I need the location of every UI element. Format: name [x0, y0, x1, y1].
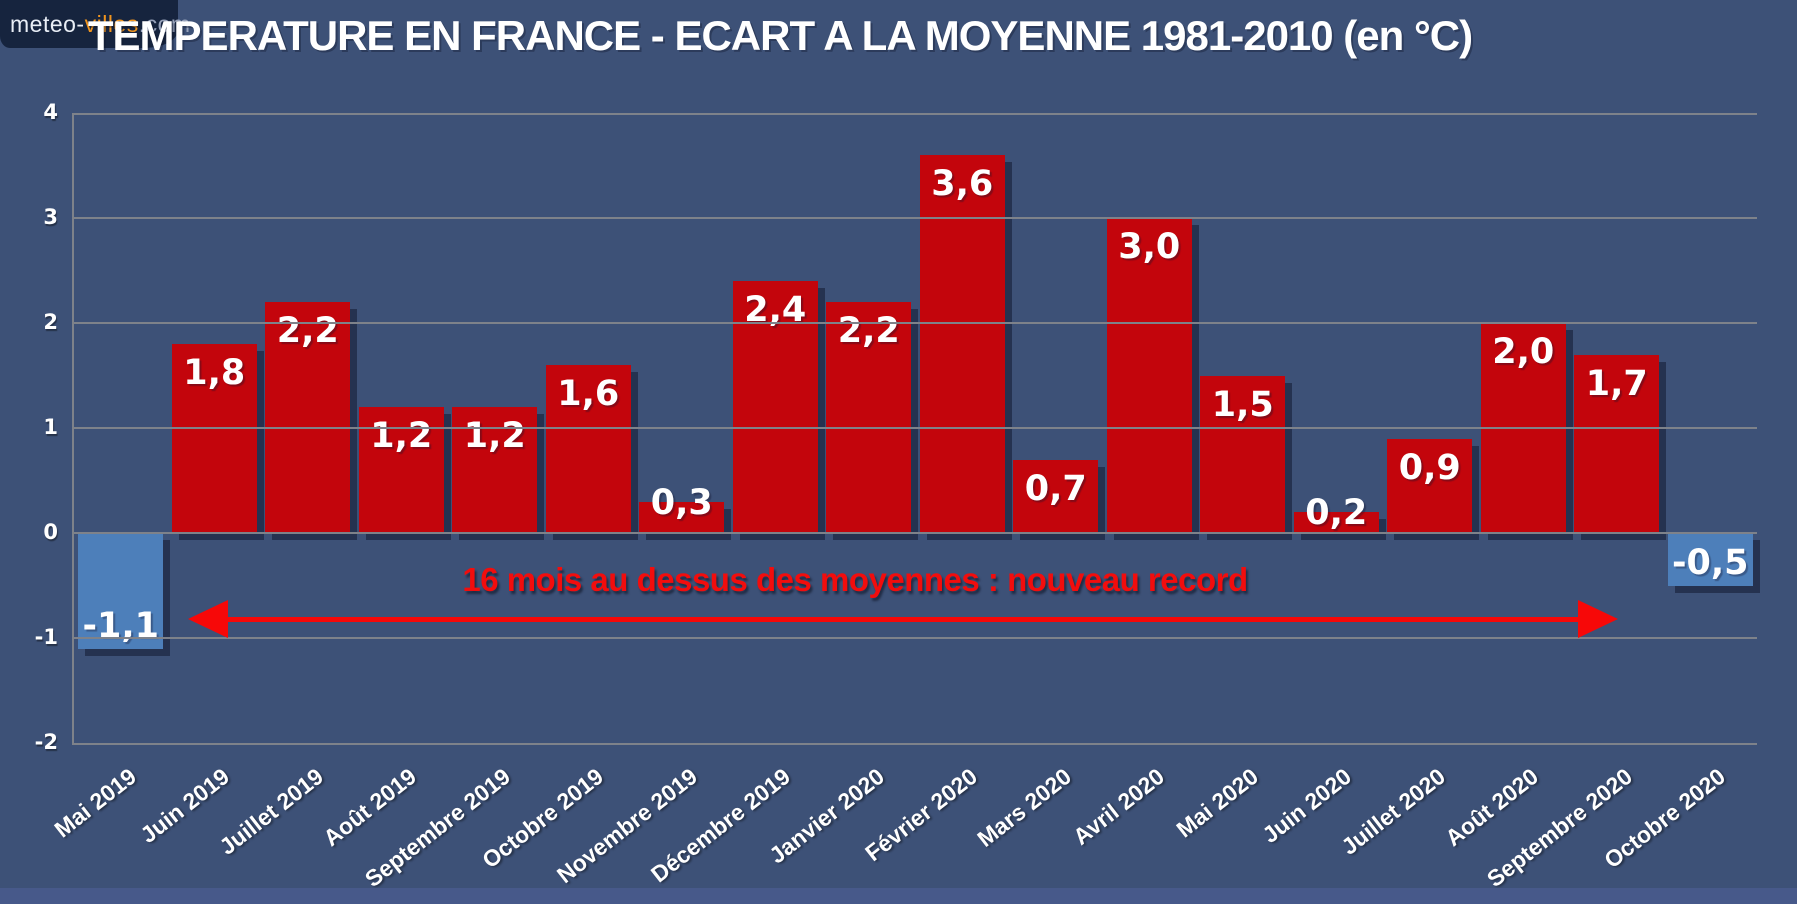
bar-value-label: 0,7 — [1024, 468, 1087, 509]
meteo-villes-logo: meteo-villes .com — [0, 0, 190, 48]
bar: 2,2 — [826, 302, 912, 533]
bar: 0,9 — [1387, 438, 1473, 533]
bar-value-label: 1,6 — [557, 374, 620, 414]
bar-value-label: 2,2 — [837, 311, 900, 351]
bar-slot: 0,3 Novembre 2019 — [552, 113, 729, 888]
y-tick-label: 1 — [43, 415, 58, 439]
record-arrow-shaft — [223, 617, 1578, 622]
bar-value-label: 0,9 — [1398, 447, 1461, 488]
y-tick-label: -2 — [34, 730, 58, 754]
logo-text-villes: villes — [84, 10, 139, 37]
bar: 3,0 — [1106, 218, 1192, 533]
bar: 0,3 — [639, 484, 725, 533]
gridline — [74, 532, 1757, 534]
bar-value-label: 3,0 — [1118, 227, 1181, 267]
bar-value-label: 3,6 — [931, 164, 994, 204]
bar: 1,6 — [545, 365, 631, 533]
bar: 0,7 — [1013, 459, 1099, 533]
y-tick-label: -1 — [34, 625, 58, 649]
bar-value-label: 1,2 — [463, 416, 526, 456]
bar-value-label: 1,7 — [1585, 363, 1648, 404]
y-tick-label: 3 — [43, 205, 58, 229]
bar-slot: 0,9 Juillet 2020 — [1336, 113, 1477, 860]
bar-slot: 2,2 Janvier 2020 — [764, 113, 916, 869]
bar-value-label: 1,2 — [370, 416, 433, 456]
bar-slot: 3,0 Avril 2020 — [1068, 113, 1197, 850]
gridline — [74, 427, 1757, 429]
bar-value-label: 0,2 — [1305, 493, 1368, 533]
bar-value-label: -0,5 — [1671, 542, 1749, 583]
bar-slot: 2,2 Juillet 2019 — [214, 113, 355, 860]
y-tick-label: 2 — [43, 310, 58, 334]
gridline — [74, 322, 1757, 324]
bar: 1,2 — [358, 407, 444, 533]
gridline — [74, 217, 1757, 219]
bar-value-label: 2,2 — [276, 311, 339, 351]
record-annotation: 16 mois au dessus des moyennes : nouveau… — [462, 561, 1248, 598]
bottom-border-strip — [0, 888, 1797, 904]
bar-slot: 1,7 Septembre 2020 — [1481, 113, 1664, 892]
chart-title: TEMPERATURE EN FRANCE - ECART A LA MOYEN… — [87, 12, 1473, 59]
bar-value-label: 1,8 — [183, 353, 246, 393]
gridline — [74, 113, 1757, 115]
bar: 2,4 — [732, 281, 818, 533]
bar: -1,1 — [78, 533, 164, 649]
bar: 2,2 — [265, 302, 351, 533]
bar: 1,5 — [1200, 375, 1286, 533]
bar-value-label: 2,0 — [1492, 332, 1555, 372]
bar: 0,2 — [1293, 494, 1379, 533]
bar: 1,7 — [1574, 354, 1660, 533]
record-arrow-right-head-icon — [1578, 600, 1618, 638]
record-arrow-left-head-icon — [188, 600, 228, 638]
bar-value-label: 0,3 — [650, 482, 713, 523]
bar-slot: -0,5 Octobre 2020 — [1599, 113, 1758, 873]
logo-text-com: .com — [138, 10, 191, 37]
bar: 1,2 — [452, 407, 538, 533]
gridline — [74, 637, 1757, 639]
bar: -0,5 — [1667, 533, 1753, 586]
bar-slot: 1,5 Mai 2020 — [1171, 113, 1290, 843]
bar: 3,6 — [919, 155, 1005, 533]
bar-slot: 1,8 Juin 2019 — [135, 113, 262, 848]
bar-slot: 1,6 Octobre 2019 — [477, 113, 636, 873]
bar-slot: 0,7 Mars 2020 — [972, 113, 1103, 852]
bar-slot: 0,2 Juin 2020 — [1257, 113, 1384, 848]
bar: 1,8 — [171, 344, 257, 533]
plot-area: -1,1 Mai 2019 1,8 Juin 2019 2,2 Juillet 2019 1… — [49, 113, 1758, 892]
y-tick-label: 4 — [43, 100, 58, 124]
bar-value-label: 1,5 — [1211, 384, 1274, 425]
bar-slot: -1,1 Mai 2019 — [49, 113, 168, 843]
logo-text-meteo: meteo- — [10, 10, 85, 37]
y-tick-label: 0 — [43, 520, 58, 544]
